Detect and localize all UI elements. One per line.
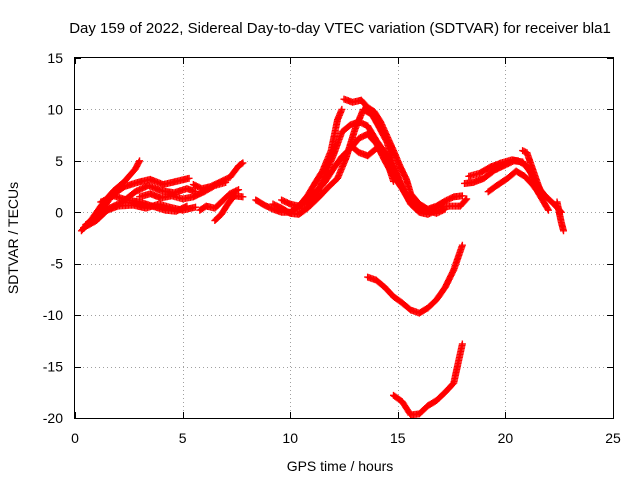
x-axis-label: GPS time / hours	[287, 458, 394, 474]
series-arc-5	[103, 200, 200, 214]
y-tick-label: -10	[43, 307, 63, 323]
data-points	[77, 95, 568, 419]
data-point	[389, 177, 397, 185]
x-tick-label: 0	[71, 430, 79, 446]
data-point	[235, 186, 243, 194]
series-arc-16	[364, 241, 466, 317]
data-point	[458, 340, 466, 348]
y-tick-label: 10	[47, 101, 63, 117]
y-tick-label: -15	[43, 359, 63, 375]
data-point	[185, 174, 193, 182]
series-arc-21	[519, 147, 565, 216]
data-point	[238, 160, 246, 168]
data-point	[239, 193, 247, 201]
x-tick-label: 25	[605, 430, 621, 446]
y-tick-label: -20	[43, 410, 63, 426]
y-tick-label: 0	[55, 204, 63, 220]
series-arc-22	[553, 198, 568, 235]
series-arc-7	[189, 159, 247, 193]
data-point	[544, 205, 552, 213]
data-point	[192, 203, 200, 211]
x-tick-label: 20	[498, 430, 514, 446]
y-tick-label: 15	[47, 50, 63, 66]
series-arc-13	[293, 105, 441, 218]
data-point	[462, 196, 470, 204]
y-axis-label: SDTVAR / TECUs	[5, 182, 21, 294]
data-point	[458, 241, 466, 249]
data-point	[544, 206, 552, 214]
plot-frame	[74, 57, 614, 419]
axis-ticks: 0 5 10 15 20 25 -20 -15 -10 -5 0 5 10 15	[43, 50, 621, 446]
chart-title: Day 159 of 2022, Sidereal Day-to-day VTE…	[69, 20, 611, 37]
data-point	[560, 227, 568, 235]
series-arc-15	[346, 141, 397, 185]
series-arc-17	[389, 340, 466, 419]
data-point	[463, 195, 471, 203]
series-arc-14	[340, 95, 466, 213]
data-point	[136, 157, 144, 165]
data-point	[338, 105, 346, 113]
y-tick-label: 5	[55, 153, 63, 169]
x-tick-label: 10	[282, 430, 298, 446]
x-tick-label: 5	[179, 430, 187, 446]
series-arc-10	[252, 105, 346, 216]
x-tick-label: 15	[390, 430, 406, 446]
y-tick-label: -5	[51, 256, 64, 272]
data-point	[135, 158, 143, 166]
grid-lines	[75, 58, 613, 418]
data-point	[458, 192, 466, 200]
data-point	[239, 159, 247, 167]
series-arc-9	[211, 192, 247, 225]
series-arc-20	[484, 167, 546, 202]
